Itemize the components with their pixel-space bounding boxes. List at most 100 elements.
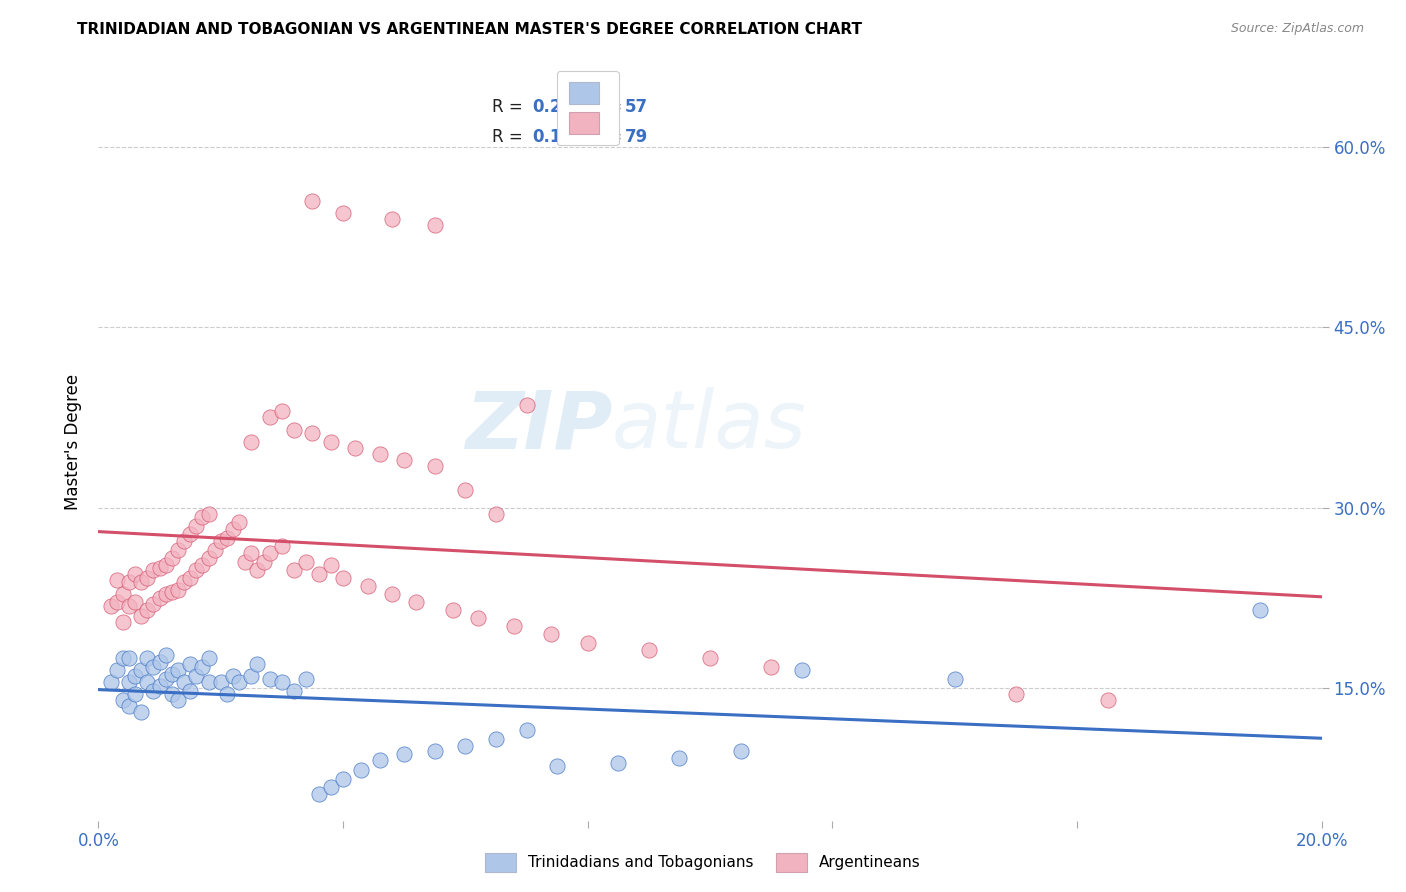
- Point: [228, 675, 250, 690]
- Point: [295, 555, 318, 569]
- Point: [160, 687, 183, 701]
- Point: [111, 651, 134, 665]
- Point: [167, 542, 190, 557]
- Point: [129, 663, 152, 677]
- Point: [136, 603, 159, 617]
- Point: [155, 558, 177, 573]
- Point: [467, 611, 489, 625]
- Point: [149, 655, 172, 669]
- Text: N =: N =: [581, 128, 627, 146]
- Point: [381, 587, 404, 601]
- Point: [149, 561, 172, 575]
- Point: [129, 609, 152, 624]
- Point: [149, 591, 172, 605]
- Point: [197, 551, 219, 566]
- Point: [118, 651, 141, 665]
- Point: [295, 672, 318, 686]
- Text: R =: R =: [492, 98, 529, 116]
- Point: [191, 558, 214, 573]
- Point: [259, 672, 281, 686]
- Point: [186, 518, 208, 533]
- Point: [215, 531, 238, 545]
- Point: [546, 759, 568, 773]
- Legend: Trinidadians and Tobagonians, Argentineans: Trinidadians and Tobagonians, Argentinea…: [478, 845, 928, 880]
- Point: [160, 551, 183, 566]
- Legend: , : ,: [557, 70, 619, 145]
- Point: [485, 731, 508, 746]
- Point: [240, 546, 263, 560]
- Text: N =: N =: [581, 98, 627, 116]
- Point: [350, 763, 373, 777]
- Point: [699, 651, 721, 665]
- Point: [124, 669, 146, 683]
- Point: [124, 566, 146, 581]
- Point: [197, 651, 219, 665]
- Point: [503, 618, 526, 632]
- Point: [118, 699, 141, 714]
- Point: [142, 683, 165, 698]
- Point: [142, 597, 165, 611]
- Point: [186, 669, 208, 683]
- Point: [392, 747, 416, 762]
- Point: [197, 507, 219, 521]
- Point: [124, 594, 146, 608]
- Point: [759, 659, 782, 673]
- Point: [222, 522, 245, 536]
- Point: [368, 754, 391, 768]
- Point: [454, 739, 477, 753]
- Point: [179, 527, 201, 541]
- Point: [167, 663, 190, 677]
- Point: [308, 787, 330, 801]
- Point: [136, 675, 159, 690]
- Point: [233, 555, 256, 569]
- Point: [270, 404, 292, 418]
- Point: [179, 657, 201, 672]
- Point: [155, 672, 177, 686]
- Point: [454, 483, 477, 497]
- Point: [607, 756, 630, 770]
- Text: 0.130: 0.130: [533, 128, 585, 146]
- Point: [240, 669, 263, 683]
- Point: [246, 657, 269, 672]
- Point: [259, 410, 281, 425]
- Text: 0.247: 0.247: [533, 98, 585, 116]
- Point: [730, 744, 752, 758]
- Point: [381, 211, 404, 226]
- Point: [423, 744, 446, 758]
- Point: [222, 669, 245, 683]
- Point: [149, 679, 172, 693]
- Point: [228, 515, 250, 529]
- Point: [105, 594, 128, 608]
- Point: [441, 603, 464, 617]
- Point: [356, 579, 378, 593]
- Point: [105, 663, 128, 677]
- Point: [167, 582, 190, 597]
- Point: [485, 507, 508, 521]
- Point: [105, 573, 128, 587]
- Text: 79: 79: [624, 128, 648, 146]
- Text: TRINIDADIAN AND TOBAGONIAN VS ARGENTINEAN MASTER'S DEGREE CORRELATION CHART: TRINIDADIAN AND TOBAGONIAN VS ARGENTINEA…: [77, 22, 862, 37]
- Point: [142, 563, 165, 577]
- Point: [246, 563, 269, 577]
- Point: [1004, 687, 1026, 701]
- Point: [576, 635, 599, 649]
- Point: [283, 563, 305, 577]
- Point: [215, 687, 238, 701]
- Point: [197, 675, 219, 690]
- Point: [283, 423, 305, 437]
- Point: [129, 575, 152, 590]
- Point: [100, 599, 122, 614]
- Point: [790, 663, 813, 677]
- Point: [209, 534, 232, 549]
- Point: [186, 563, 208, 577]
- Point: [668, 751, 690, 765]
- Point: [118, 675, 141, 690]
- Point: [319, 558, 342, 573]
- Point: [167, 693, 190, 707]
- Point: [209, 675, 232, 690]
- Point: [1097, 693, 1119, 707]
- Point: [191, 510, 214, 524]
- Point: [136, 651, 159, 665]
- Point: [1249, 603, 1271, 617]
- Point: [191, 659, 214, 673]
